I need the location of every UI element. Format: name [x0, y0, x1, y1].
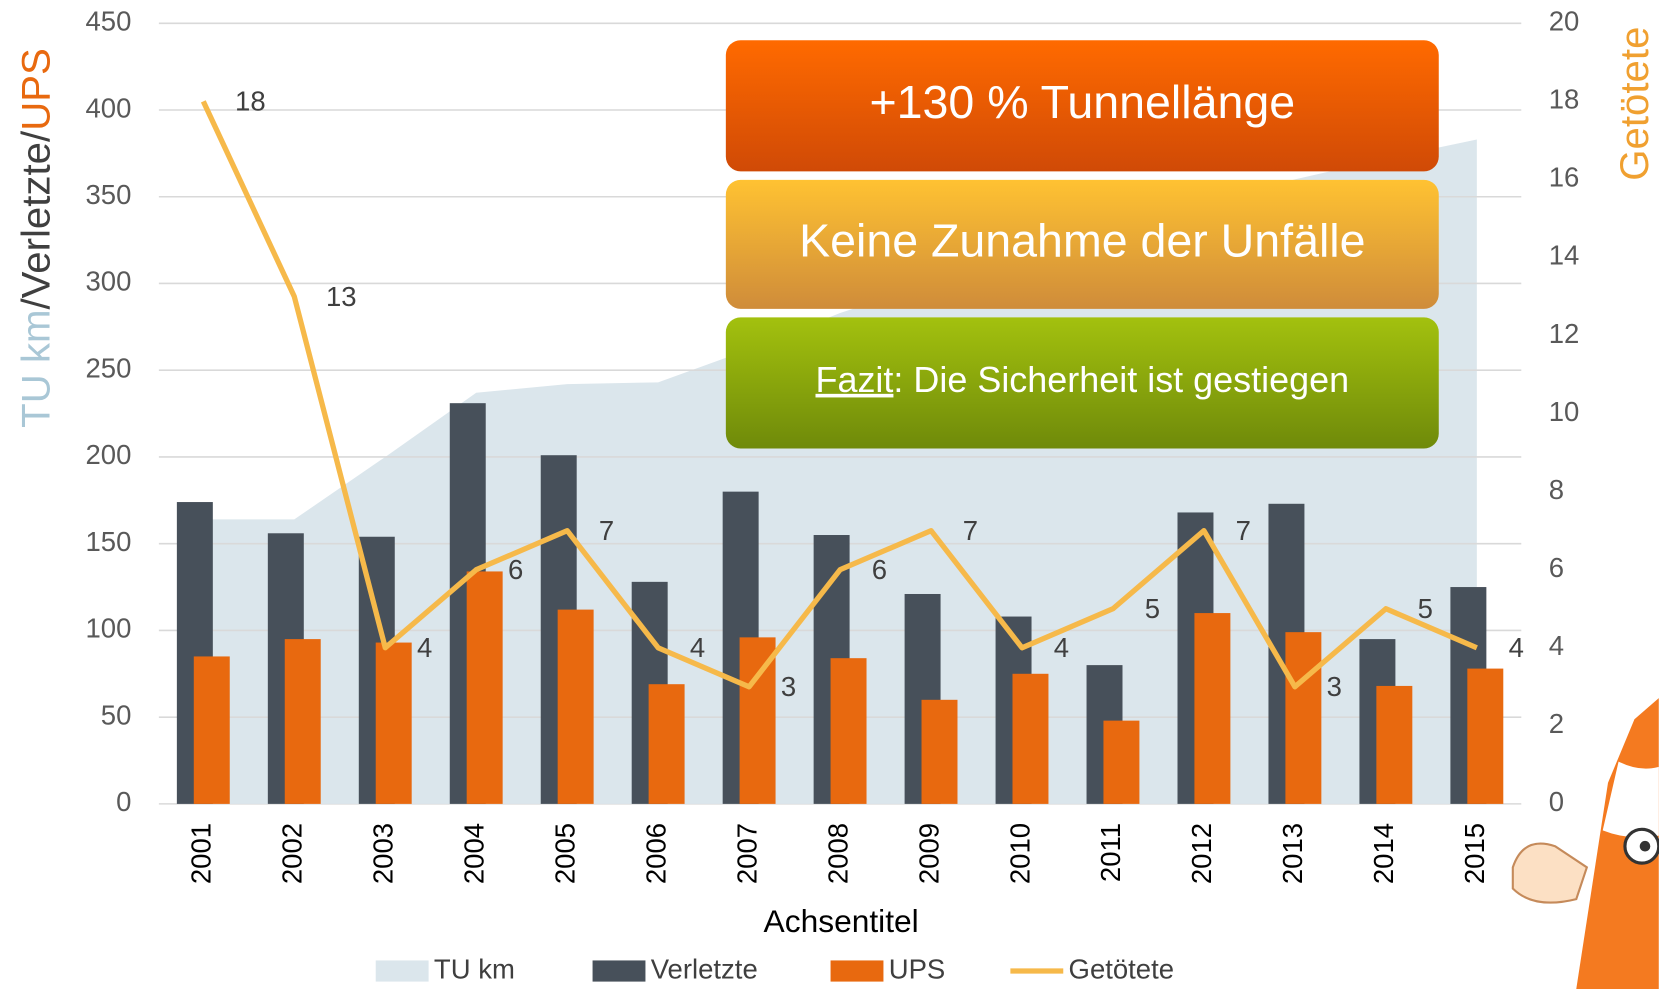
- y2-tick-label: 8: [1549, 474, 1564, 505]
- y-axis-title: TU km/Verletzte/UPS: [13, 48, 58, 428]
- bar: [1467, 669, 1503, 804]
- bar: [649, 684, 685, 804]
- conclusion-keyword: Fazit: [816, 358, 894, 399]
- legend-swatch: [593, 960, 646, 981]
- x-tick-label: 2007: [731, 823, 762, 884]
- y2-tick-label: 6: [1549, 552, 1564, 583]
- data-label: 5: [1145, 593, 1160, 624]
- y-title-part: /Verletzte/: [13, 130, 58, 310]
- bar: [1103, 721, 1139, 804]
- x-tick-label: 2011: [1095, 823, 1126, 882]
- callouts: +130 % Tunnellänge Keine Zunahme der Unf…: [726, 40, 1439, 448]
- legend-label: TU km: [434, 953, 515, 984]
- data-label: 4: [1054, 632, 1069, 663]
- x-tick-label: 2005: [549, 823, 580, 884]
- y-title-part: UPS: [13, 48, 58, 131]
- y2-tick-label: 16: [1549, 162, 1580, 193]
- x-tick-label: 2015: [1459, 823, 1490, 884]
- y-tick-label: 300: [85, 266, 131, 297]
- bar: [1194, 613, 1230, 804]
- y-tick-label: 150: [85, 526, 131, 557]
- y2-tick-label: 12: [1549, 318, 1580, 349]
- y2-tick-label: 10: [1549, 396, 1580, 427]
- x-axis-title: Achsentitel: [764, 903, 919, 939]
- chart: 0 50 100 150 200 250 300 350 400 450 0 2 4 6 8 10 12 14 16…: [0, 0, 1659, 989]
- y-tick-label: 200: [85, 439, 131, 470]
- data-label: 13: [326, 281, 357, 312]
- y-tick-label: 50: [101, 699, 132, 730]
- x-tick-label: 2009: [913, 823, 944, 884]
- bar: [467, 571, 503, 803]
- x-tick-label: 2006: [640, 823, 671, 884]
- y2-tick-label: 14: [1549, 240, 1580, 271]
- x-tick-label: 2008: [822, 823, 853, 884]
- y2-tick-label: 2: [1549, 708, 1564, 739]
- y-tick-label: 250: [85, 352, 131, 383]
- cone-mascot: [1513, 698, 1659, 989]
- data-label: 4: [417, 632, 432, 663]
- x-tick-label: 2004: [458, 823, 489, 884]
- y-tick-label: 0: [116, 786, 131, 817]
- x-tick-label: 2003: [368, 823, 399, 884]
- bar: [922, 700, 958, 804]
- y2-tick-label: 4: [1549, 630, 1564, 661]
- data-label: 7: [1236, 515, 1251, 546]
- bar: [831, 658, 867, 804]
- callout-text: +130 % Tunnellänge: [869, 76, 1295, 128]
- x-tick-label: 2001: [186, 823, 217, 884]
- data-label: 7: [963, 515, 978, 546]
- x-tick-label: 2010: [1004, 823, 1035, 884]
- page: 0 50 100 150 200 250 300 350 400 450 0 2 4 6 8 10 12 14 16…: [0, 0, 1659, 989]
- y2-tick-label: 18: [1549, 84, 1580, 115]
- x-tick-label: 2002: [277, 823, 308, 884]
- x-tick-label: 2013: [1277, 823, 1308, 884]
- legend-swatch: [831, 960, 884, 981]
- x-tick-label: 2012: [1186, 823, 1217, 884]
- y-title-part: TU km: [13, 310, 58, 428]
- y-tick-label: 350: [85, 179, 131, 210]
- legend-label: Verletzte: [651, 953, 758, 984]
- data-label: 3: [781, 671, 796, 702]
- bar: [1285, 632, 1321, 804]
- data-label: 4: [1509, 632, 1524, 663]
- bar: [558, 610, 594, 804]
- legend-swatch: [376, 960, 429, 981]
- y-tick-label: 450: [85, 6, 131, 37]
- bar: [376, 643, 412, 804]
- y-tick-label: 100: [85, 613, 131, 644]
- x-tick-label: 2014: [1368, 823, 1399, 884]
- data-label: 6: [508, 554, 523, 585]
- conclusion-text: Fazit: Die Sicherheit ist gestiegen: [816, 358, 1350, 399]
- y-tick-label: 400: [85, 92, 131, 123]
- data-label: 4: [690, 632, 705, 663]
- bar: [285, 639, 321, 804]
- bar: [1376, 686, 1412, 804]
- y2-tick-label: 20: [1549, 6, 1580, 37]
- data-label: 5: [1418, 593, 1433, 624]
- legend-label: UPS: [889, 953, 946, 984]
- bar: [194, 656, 230, 803]
- data-label: 3: [1327, 671, 1342, 702]
- y2-tick-label: 0: [1549, 786, 1564, 817]
- bar: [1012, 674, 1048, 804]
- data-label: 6: [872, 554, 887, 585]
- callout-text: Keine Zunahme der Unfälle: [799, 215, 1365, 267]
- conclusion-rest: : Die Sicherheit ist gestiegen: [893, 358, 1349, 399]
- data-label: 18: [235, 86, 266, 117]
- y2-axis-title: Getötete: [1612, 27, 1657, 181]
- data-label: 7: [599, 515, 614, 546]
- legend-label: Getötete: [1069, 953, 1175, 984]
